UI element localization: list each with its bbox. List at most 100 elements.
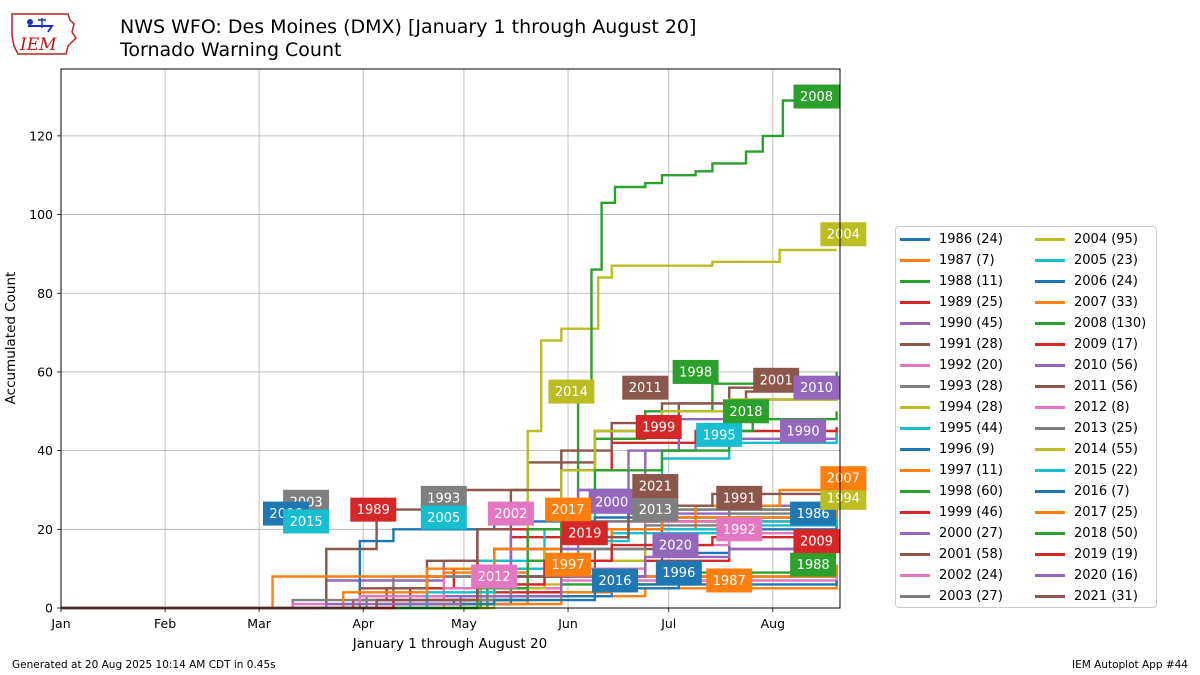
legend-label: 2011 (56) (1074, 379, 1138, 394)
year-label-text: 2008 (800, 90, 833, 105)
chart-area: 1986 1987 1988 1989 1990 1991 1992 1993 1994 1995… (3, 68, 867, 652)
legend-label: 2007 (33) (1074, 295, 1138, 310)
legend-swatch (900, 553, 930, 556)
year-label-box (706, 568, 753, 593)
legend-item-1996: 1996 (9) (900, 439, 995, 460)
legend-swatch (900, 448, 930, 451)
legend-swatch (900, 469, 930, 472)
year-label-text: 1994 (827, 491, 860, 506)
legend-item-2020: 2020 (16) (1035, 565, 1138, 586)
legend-item-1998: 1998 (60) (900, 481, 1003, 502)
legend-swatch (1035, 343, 1065, 346)
x-tick-label: Feb (154, 616, 176, 631)
x-tick-label: Apr (352, 616, 374, 631)
year-label-text: 2005 (427, 511, 460, 526)
legend-swatch (900, 511, 930, 514)
year-label-text: 2013 (639, 503, 672, 518)
legend-label: 2001 (58) (939, 547, 1003, 562)
y-tick-label: 60 (37, 364, 53, 379)
legend-item-2012: 2012 (8) (1035, 397, 1130, 418)
legend-swatch (900, 238, 930, 241)
series-line-2012 (61, 576, 838, 610)
legend: 1986 (24) 1987 (7) 1988 (11) 1989 (25) 1990 … (895, 226, 1157, 608)
legend-label: 1987 (7) (939, 253, 995, 268)
year-label-text: 1995 (703, 428, 736, 443)
year-label-box (655, 560, 702, 585)
year-label-box (722, 399, 769, 424)
legend-swatch (1035, 280, 1065, 283)
legend-swatch (900, 322, 930, 325)
year-label-text: 2004 (827, 228, 860, 243)
legend-swatch (1035, 448, 1065, 451)
year-labels: 1986 1987 1988 1989 1990 1991 1992 1993 1994 1995… (262, 84, 867, 593)
legend-label: 2004 (95) (1074, 232, 1138, 247)
legend-swatch (1035, 490, 1065, 493)
year-label-box (820, 222, 867, 247)
legend-label: 2017 (25) (1074, 505, 1138, 520)
series-line-2021 (61, 486, 838, 610)
legend-item-2009: 2009 (17) (1035, 334, 1138, 355)
legend-item-2018: 2018 (50) (1035, 523, 1138, 544)
legend-item-1994: 1994 (28) (900, 397, 1003, 418)
year-label-2017: 2017 (545, 497, 592, 522)
legend-swatch (900, 532, 930, 535)
year-label-box (545, 497, 592, 522)
x-tick-label: Jun (557, 616, 578, 631)
y-axis-label: Accumulated Count (3, 272, 19, 405)
legend-label: 2003 (27) (939, 589, 1003, 604)
legend-label: 2019 (19) (1074, 547, 1138, 562)
legend-item-2011: 2011 (56) (1035, 376, 1138, 397)
year-label-2000: 2000 (588, 489, 635, 514)
year-label-box (635, 415, 682, 440)
year-label-text: 2000 (595, 495, 628, 510)
x-tick-label: Jul (660, 616, 676, 631)
legend-swatch (1035, 259, 1065, 262)
legend-label: 1988 (11) (939, 274, 1003, 289)
legend-swatch (900, 343, 930, 346)
year-label-box (592, 568, 639, 593)
legend-item-2007: 2007 (33) (1035, 292, 1138, 313)
chart-subtitle: Tornado Warning Count (120, 39, 342, 61)
year-label-box (793, 84, 840, 109)
year-label-text: 1992 (723, 523, 756, 538)
legend-swatch (900, 406, 930, 409)
legend-item-2015: 2015 (22) (1035, 460, 1138, 481)
year-label-text: 1998 (679, 365, 712, 380)
legend-item-2010: 2010 (56) (1035, 355, 1138, 376)
year-label-text: 2016 (598, 574, 631, 589)
legend-swatch (1035, 427, 1065, 430)
legend-label: 1991 (28) (939, 337, 1003, 352)
legend-item-2017: 2017 (25) (1035, 502, 1138, 523)
year-label-text: 1989 (357, 503, 390, 518)
logo-text: IEM (19, 35, 57, 55)
legend-item-2000: 2000 (27) (900, 523, 1003, 544)
legend-item-2014: 2014 (55) (1035, 439, 1138, 460)
legend-label: 2005 (23) (1074, 253, 1138, 268)
legend-swatch (1035, 406, 1065, 409)
chart-title: NWS WFO: Des Moines (DMX) [January 1 thr… (120, 16, 697, 38)
iem-logo: IEM (11, 13, 77, 55)
legend-item-2019: 2019 (19) (1035, 544, 1138, 565)
legend-swatch (900, 280, 930, 283)
legend-item-2004: 2004 (95) (1035, 229, 1138, 250)
x-tick-label: Jan (50, 616, 70, 631)
legend-item-1995: 1995 (44) (900, 418, 1003, 439)
legend-swatch (1035, 469, 1065, 472)
year-label-2013: 2013 (632, 497, 679, 522)
year-label-2005: 2005 (420, 505, 467, 530)
year-label-text: 2021 (639, 480, 672, 495)
year-label-box (716, 517, 763, 542)
plot-frame (60, 68, 841, 609)
legend-label: 1998 (60) (939, 484, 1003, 499)
legend-swatch (900, 595, 930, 598)
legend-item-2003: 2003 (27) (900, 586, 1003, 607)
year-label-text: 2020 (659, 539, 692, 554)
legend-label: 2016 (7) (1074, 484, 1130, 499)
year-label-box (716, 485, 763, 510)
legend-label: 2010 (56) (1074, 358, 1138, 373)
legend-swatch (1035, 553, 1065, 556)
year-label-text: 1990 (787, 424, 820, 439)
legend-item-1987: 1987 (7) (900, 250, 995, 271)
y-tick-label: 40 (37, 443, 53, 458)
year-label-text: 2012 (478, 570, 511, 585)
